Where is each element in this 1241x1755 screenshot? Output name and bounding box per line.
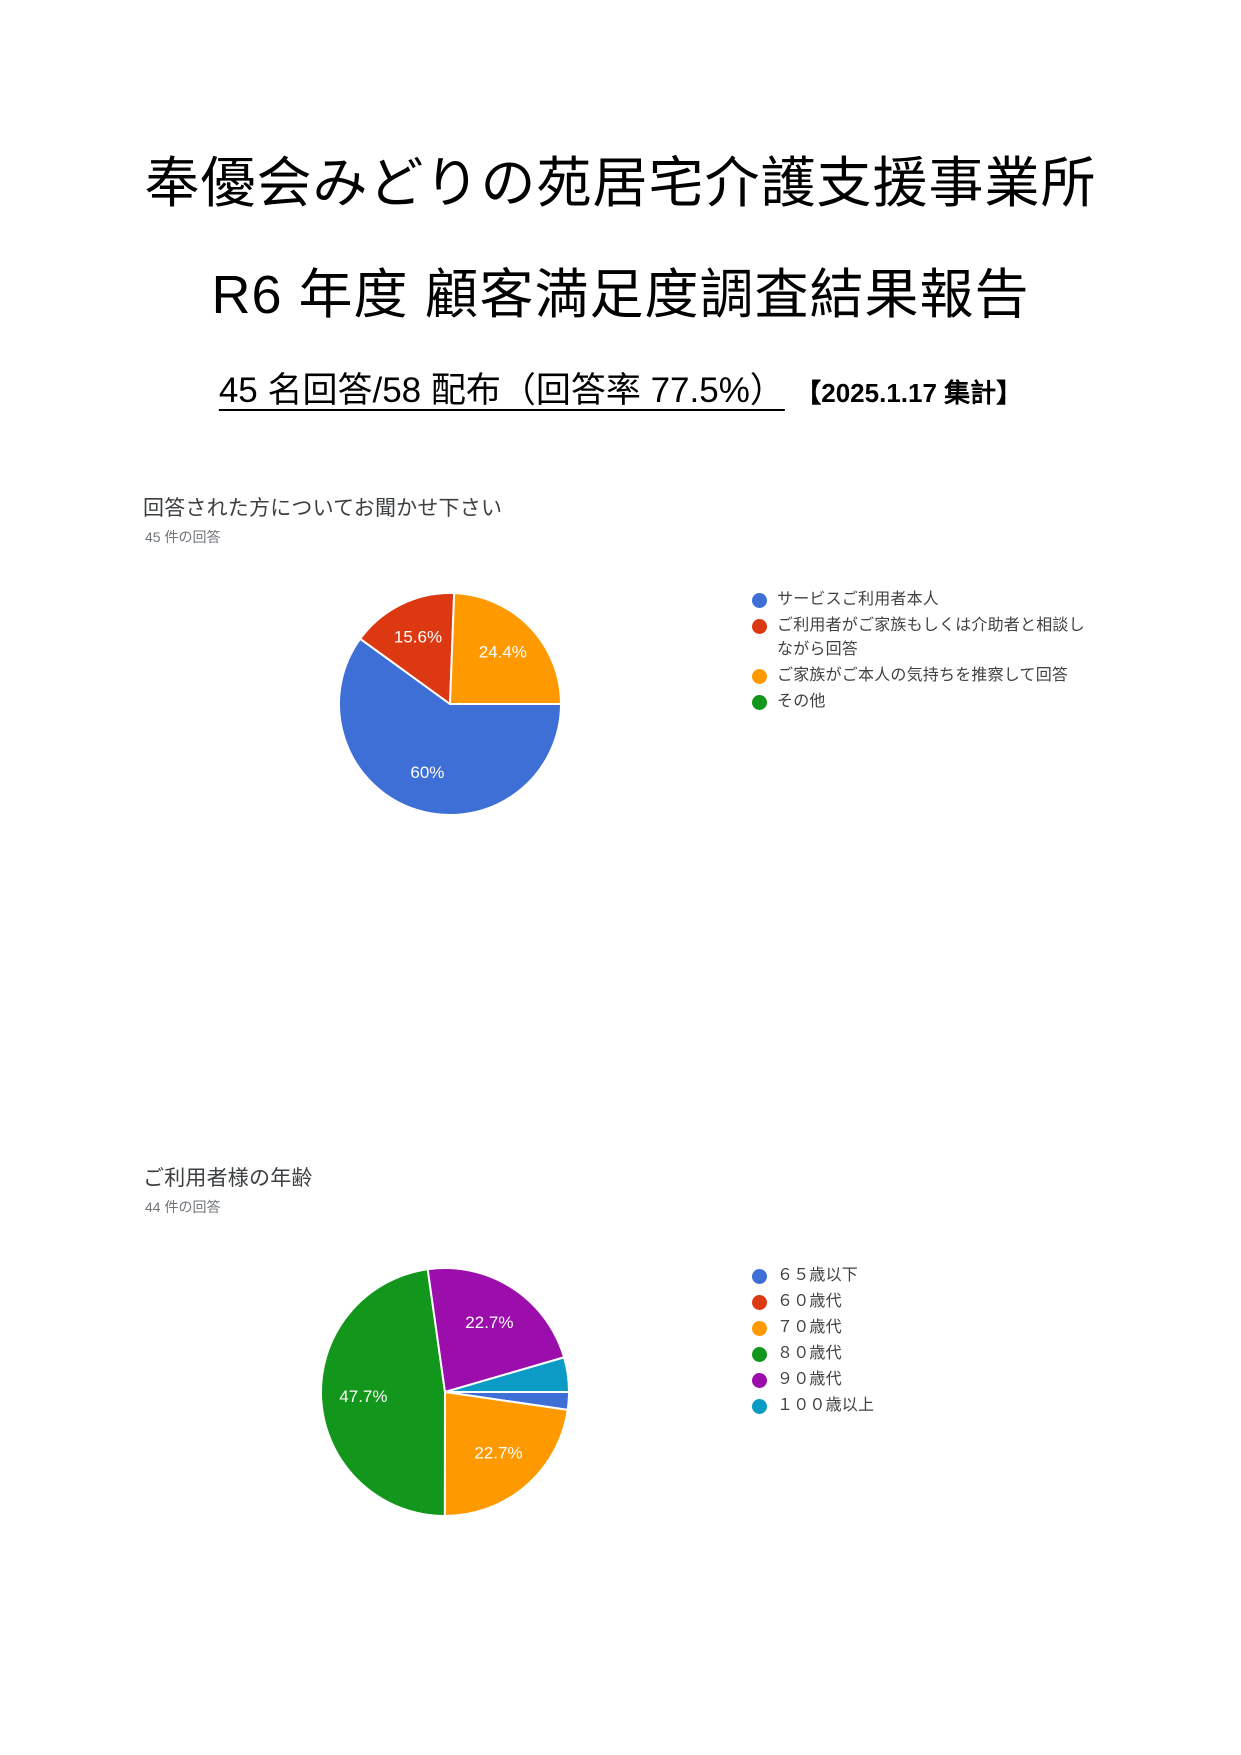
legend-label: ９０歳代 xyxy=(777,1371,842,1388)
pie-slice xyxy=(444,1356,570,1393)
legend-label: ６０歳代 xyxy=(777,1293,842,1310)
legend-label: ご利用者がご家族もしくは介助者と相談しながら回答 xyxy=(777,617,1085,658)
chart2-title: ご利用者様の年齢 xyxy=(143,1167,313,1190)
legend-swatch-icon xyxy=(752,1295,767,1310)
legend-swatch-icon xyxy=(752,1399,767,1414)
legend-item: ８０歳代 xyxy=(752,1342,1087,1366)
legend-label: その他 xyxy=(777,693,826,710)
chart1-response-count: 45 件の回答 xyxy=(145,529,221,545)
report-title-line2: R6 年度 顧客満足度調査結果報告 xyxy=(211,265,1030,325)
legend-label: １００歳以上 xyxy=(777,1397,875,1414)
legend-item: ご利用者がご家族もしくは介助者と相談しながら回答 xyxy=(752,614,1087,662)
legend-item: サービスご利用者本人 xyxy=(752,588,1087,612)
legend-swatch-icon xyxy=(752,619,767,634)
legend-swatch-icon xyxy=(752,695,767,710)
pie-slice-label: 22.7% xyxy=(474,1443,522,1462)
legend-label: サービスご利用者本人 xyxy=(777,591,940,608)
pie-slice-label: 47.7% xyxy=(339,1387,387,1406)
chart2-response-count: 44 件の回答 xyxy=(145,1199,221,1215)
legend-swatch-icon xyxy=(752,669,767,684)
report-title-line1: 奉優会みどりの苑居宅介護支援事業所 xyxy=(144,152,1097,214)
legend-item: １００歳以上 xyxy=(752,1394,1087,1418)
pie-slice xyxy=(426,1267,566,1393)
legend-swatch-icon xyxy=(752,593,767,608)
chart1-title: 回答された方についてお聞かせ下さい xyxy=(143,497,503,520)
chart2-legend: ６５歳以下 ６０歳代 ７０歳代 ８０歳代 ９０歳代 １００歳以上 xyxy=(752,1264,1087,1420)
chart1-legend: サービスご利用者本人ご利用者がご家族もしくは介助者と相談しながら回答ご家族がご本… xyxy=(752,588,1087,716)
legend-swatch-icon xyxy=(752,1373,767,1388)
pie-chart-respondent: 60% 15.6% 24.4% xyxy=(338,592,562,816)
legend-swatch-icon xyxy=(752,1321,767,1336)
legend-item: ６０歳代 xyxy=(752,1290,1087,1314)
pie-slice xyxy=(443,1391,569,1517)
pie-slice xyxy=(338,637,562,816)
pie-chart-age: 22.7% 47.7% 22.7% xyxy=(320,1267,570,1517)
pie-slice-label: 22.7% xyxy=(465,1313,513,1332)
pie-slice xyxy=(449,592,562,705)
response-stats-line: 45 名回答/58 配布（回答率 77.5%） 【2025.1.17 集計】 xyxy=(0,362,1241,413)
pie-slice-label: 24.4% xyxy=(479,643,527,662)
legend-item: その他 xyxy=(752,690,1087,714)
legend-label: ご家族がご本人の気持ちを推察して回答 xyxy=(777,667,1069,684)
legend-swatch-icon xyxy=(752,1269,767,1284)
legend-label: ８０歳代 xyxy=(777,1345,842,1362)
legend-item: ９０歳代 xyxy=(752,1368,1087,1392)
pie-slice-label: 60% xyxy=(410,763,444,782)
legend-item: ６５歳以下 xyxy=(752,1264,1087,1288)
pie-slice-label: 15.6% xyxy=(394,628,442,647)
legend-item: ７０歳代 xyxy=(752,1316,1087,1340)
legend-item: ご家族がご本人の気持ちを推察して回答 xyxy=(752,664,1087,688)
legend-swatch-icon xyxy=(752,1347,767,1362)
pie-slice xyxy=(359,592,456,705)
legend-label: ６５歳以下 xyxy=(777,1267,859,1284)
tally-date-note: 【2025.1.17 集計】 xyxy=(795,378,1023,408)
legend-label: ７０歳代 xyxy=(777,1319,842,1336)
pie-slice xyxy=(320,1268,446,1517)
response-rate-text: 45 名回答/58 配布（回答率 77.5%） xyxy=(218,371,785,410)
